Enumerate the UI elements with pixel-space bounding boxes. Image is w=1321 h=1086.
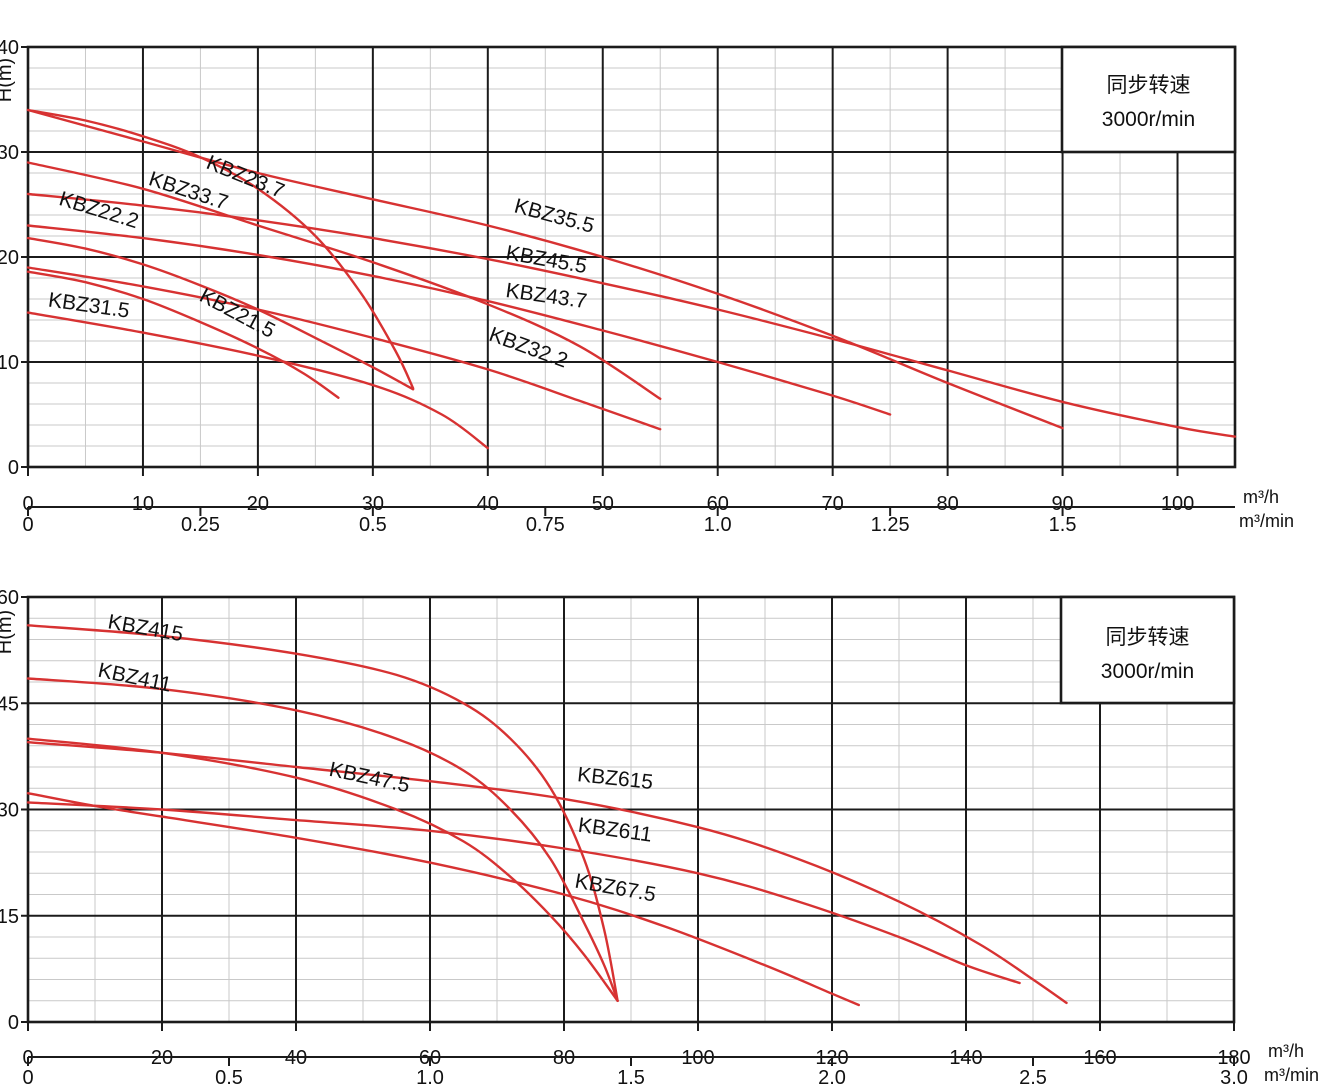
legend-speed-label-top: 同步转速: [1107, 74, 1191, 97]
x-tick-label-top: 20: [247, 493, 269, 515]
curve-label-KBZ611: KBZ611: [577, 814, 654, 847]
secondary-tick-label-bottom: 2.0: [818, 1067, 846, 1086]
legend-rpm-label-bottom: 3000r/min: [1101, 660, 1194, 683]
curve-KBZ33.7: [26, 161, 662, 400]
secondary-tick-label-bottom: 2.5: [1019, 1067, 1047, 1086]
y-tick-label-top: 20: [0, 247, 19, 269]
y-tick-label-bottom: 60: [0, 587, 19, 609]
y-tick-label-bottom: 15: [0, 906, 19, 928]
y-tick-label-top: 10: [0, 352, 19, 374]
y-tick-label-bottom: 30: [0, 800, 19, 822]
curve-KBZ615: [26, 741, 1068, 1005]
y-tick-label-bottom: 0: [8, 1012, 19, 1034]
y-axis-title-top: H(m): [0, 58, 16, 102]
flow-unit-hour-label-top: m³/h: [1243, 487, 1279, 507]
curve-KBZ45.5: [26, 192, 1237, 438]
curve-KBZ47.5: [26, 737, 619, 1002]
y-tick-label-top: 0: [8, 457, 19, 479]
curve-label-KBZ35.5: KBZ35.5: [512, 194, 597, 237]
secondary-tick-label-top: 1.0: [704, 514, 732, 536]
secondary-tick-label-top: 1.5: [1049, 514, 1077, 536]
curve-KBZ22.2: [26, 236, 415, 391]
secondary-tick-label-bottom: 0: [22, 1067, 33, 1086]
secondary-tick-label-bottom: 1.5: [617, 1067, 645, 1086]
curve-KBZ411: [26, 677, 619, 1002]
curve-label-KBZ47.5: KBZ47.5: [327, 758, 412, 797]
x-tick-label-top: 10: [132, 493, 154, 515]
y-tick-label-top: 40: [0, 37, 19, 59]
legend-rpm-label-top: 3000r/min: [1102, 108, 1195, 131]
curve-label-KBZ615: KBZ615: [576, 763, 654, 794]
x-tick-label-top: 80: [936, 493, 958, 515]
curve-KBZ23.7: [26, 108, 415, 390]
flow-unit-hour-label-bottom: m³/h: [1268, 1041, 1304, 1061]
secondary-tick-label-bottom: 0.5: [215, 1067, 243, 1086]
secondary-tick-label-bottom: 1.0: [416, 1067, 444, 1086]
secondary-tick-label-bottom: 3.0: [1220, 1067, 1248, 1086]
x-tick-label-top: 90: [1051, 493, 1073, 515]
curve-KBZ611: [26, 801, 1021, 985]
x-tick-label-top: 40: [477, 493, 499, 515]
curve-KBZ67.5: [26, 792, 860, 1007]
curve-KBZ43.7: [26, 224, 892, 416]
curve-label-KBZ45.5: KBZ45.5: [504, 241, 588, 278]
curve-label-KBZ32.2: KBZ32.2: [486, 323, 571, 373]
secondary-tick-label-top: 0.5: [359, 514, 387, 536]
curve-KBZ21.5: [26, 270, 340, 399]
x-tick-label-top: 0: [22, 493, 33, 515]
curve-KBZ32.2: [26, 266, 662, 431]
y-tick-label-bottom: 45: [0, 693, 19, 715]
curve-KBZ31.5: [26, 311, 489, 450]
x-tick-label-top: 60: [707, 493, 729, 515]
legend-box-top: [1060, 45, 1237, 154]
secondary-tick-label-top: 0.25: [181, 514, 220, 536]
x-tick-label-top: 30: [362, 493, 384, 515]
secondary-tick-label-top: 0.75: [526, 514, 565, 536]
curve-KBZ35.5: [26, 108, 1064, 430]
x-tick-label-top: 100: [1161, 493, 1194, 515]
curve-label-KBZ415: KBZ415: [106, 610, 185, 646]
y-axis-title-bottom: H(m): [0, 610, 16, 654]
curve-KBZ415: [26, 624, 619, 1002]
y-tick-label-top: 30: [0, 142, 19, 164]
flow-unit-minute-label-top: m³/min: [1239, 511, 1294, 531]
x-tick-label-top: 70: [822, 493, 844, 515]
flow-unit-minute-label-bottom: m³/min: [1264, 1065, 1319, 1085]
x-tick-label-top: 50: [592, 493, 614, 515]
legend-speed-label-bottom: 同步转速: [1106, 626, 1190, 649]
secondary-tick-label-top: 1.25: [871, 514, 910, 536]
legend-box-bottom: [1059, 595, 1236, 705]
secondary-tick-label-top: 0: [22, 514, 33, 536]
